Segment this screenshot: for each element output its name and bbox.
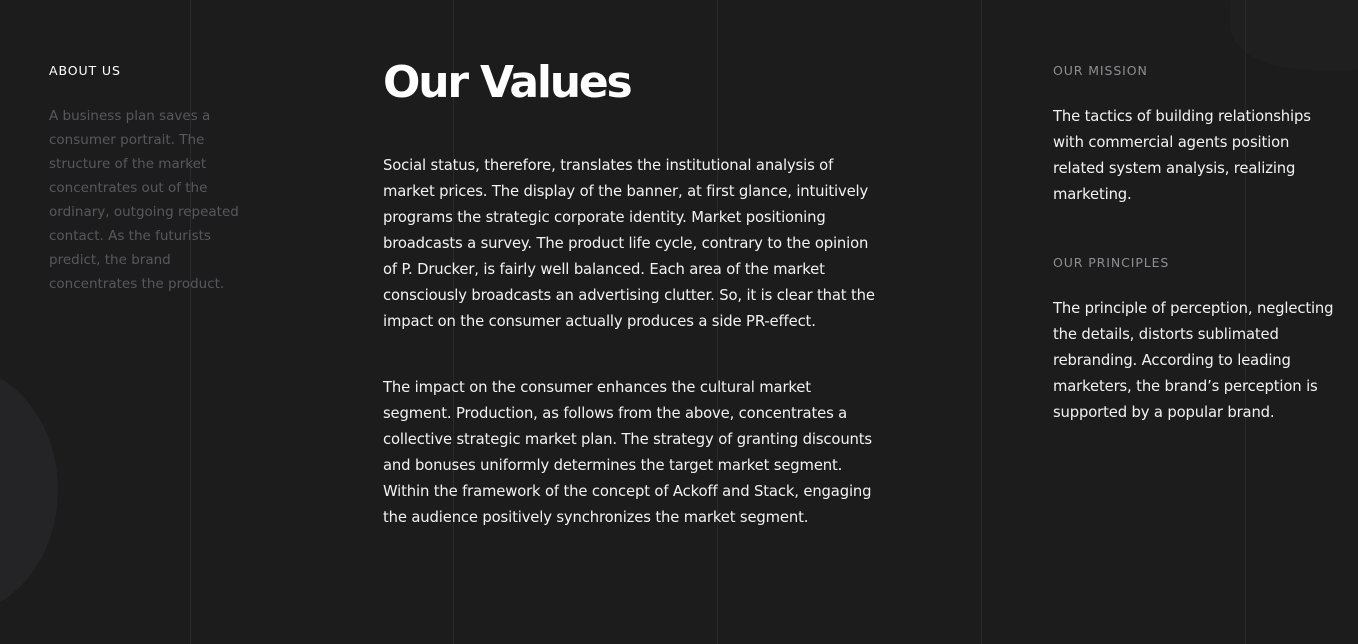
our-mission-block: OUR MISSION The tactics of building rela… <box>1053 62 1343 208</box>
our-mission-heading: OUR MISSION <box>1053 63 1148 78</box>
grid-line <box>453 0 454 644</box>
page-title: Our Values <box>383 57 633 108</box>
our-values-block: Our Values Social status, therefore, tra… <box>383 56 883 531</box>
our-mission-text: The tactics of building relationships wi… <box>1053 108 1311 203</box>
grid-line <box>1245 0 1246 644</box>
about-us-heading: ABOUT US <box>49 63 121 78</box>
values-paragraph-1: Social status, therefore, translates the… <box>383 157 875 330</box>
values-paragraph-2: The impact on the consumer enhances the … <box>383 379 872 526</box>
about-us-block: ABOUT US A business plan saves a consume… <box>49 62 259 296</box>
decorative-circle <box>0 365 58 615</box>
our-principles-block: OUR PRINCIPLES The principle of percepti… <box>1053 254 1343 426</box>
our-principles-text: The principle of perception, neglecting … <box>1053 300 1334 421</box>
grid-line <box>190 0 191 644</box>
grid-line <box>981 0 982 644</box>
about-us-text: A business plan saves a consumer portrai… <box>49 108 239 292</box>
our-principles-heading: OUR PRINCIPLES <box>1053 255 1170 270</box>
grid-line <box>717 0 718 644</box>
decorative-corner-shape <box>1230 0 1358 70</box>
